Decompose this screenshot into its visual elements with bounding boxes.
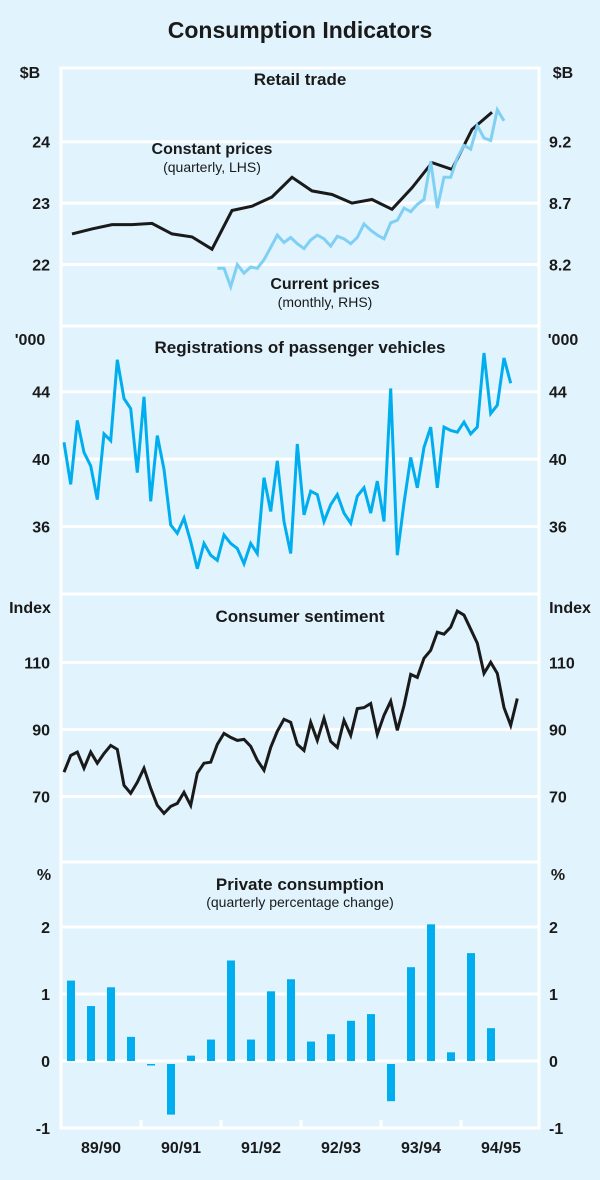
right-unit-consumption: % bbox=[551, 867, 565, 884]
left-tick-label: 22 bbox=[32, 258, 50, 275]
left-tick-label: 1 bbox=[41, 987, 50, 1004]
left-tick-label: -1 bbox=[36, 1121, 50, 1138]
bar bbox=[187, 1055, 195, 1061]
left-unit-registrations: '000 bbox=[15, 332, 46, 349]
right-tick-label: 0 bbox=[549, 1054, 558, 1071]
right-tick-label: 8.2 bbox=[549, 258, 571, 275]
x-axis: 89/90 90/91 91/92 92/93 93/94 94/95 bbox=[81, 1120, 521, 1157]
bar bbox=[407, 967, 415, 1061]
panel-retail-trade: Retail trade $B $B 24 23 22 9.2 8.7 8.2 Cons… bbox=[20, 65, 573, 310]
right-tick-label: 70 bbox=[549, 789, 567, 806]
bar bbox=[227, 960, 235, 1061]
constant-prices-line bbox=[71, 111, 493, 252]
right-ticks-registrations: 44 40 36 bbox=[549, 385, 567, 537]
bar bbox=[307, 1041, 315, 1061]
bar bbox=[487, 1028, 495, 1061]
panel-private-consumption: Private consumption (quarterly percentag… bbox=[36, 867, 565, 1138]
left-unit-retail: $B bbox=[20, 65, 40, 82]
panel-title-private-consumption: Private consumption bbox=[216, 875, 384, 894]
left-tick-label: 23 bbox=[32, 196, 50, 213]
registrations-line bbox=[62, 352, 513, 570]
right-unit-registrations: '000 bbox=[548, 332, 579, 349]
bars-consumption bbox=[67, 924, 495, 1115]
chart-title: Consumption Indicators bbox=[168, 17, 433, 43]
annotation-constant-prices-note: (quarterly, LHS) bbox=[163, 159, 261, 175]
left-tick-label: 24 bbox=[32, 135, 50, 152]
bar bbox=[207, 1039, 215, 1061]
left-ticks-consumption: 2 1 0 -1 bbox=[36, 920, 50, 1138]
current-prices-line bbox=[217, 105, 506, 292]
x-tick-label: 92/93 bbox=[321, 1140, 361, 1157]
right-tick-label: 44 bbox=[549, 385, 567, 402]
right-tick-label: 1 bbox=[549, 987, 558, 1004]
right-tick-label: 110 bbox=[549, 655, 575, 672]
left-ticks-sentiment: 110 90 70 bbox=[24, 655, 50, 806]
bar bbox=[427, 924, 435, 1061]
bar bbox=[167, 1063, 175, 1115]
left-unit-consumption: % bbox=[37, 867, 51, 884]
gridlines-sentiment bbox=[61, 660, 539, 798]
bar bbox=[467, 953, 475, 1061]
bar bbox=[347, 1020, 355, 1061]
bar bbox=[367, 1014, 375, 1061]
x-tick-label: 91/92 bbox=[241, 1140, 281, 1157]
left-ticks-retail: 24 23 22 bbox=[32, 135, 50, 275]
right-ticks-retail: 9.2 8.7 8.2 bbox=[549, 135, 571, 275]
panel-registrations: Registrations of passenger vehicles '000… bbox=[15, 332, 579, 570]
right-unit-sentiment: Index bbox=[549, 600, 591, 617]
panel-consumer-sentiment: Consumer sentiment Index Index 110 90 70 1… bbox=[9, 600, 591, 816]
x-tick-label: 93/94 bbox=[401, 1140, 441, 1157]
right-unit-retail: $B bbox=[553, 65, 573, 82]
panel-title-consumer-sentiment: Consumer sentiment bbox=[215, 607, 384, 626]
right-tick-label: 8.7 bbox=[549, 196, 571, 213]
bar bbox=[127, 1036, 135, 1061]
bar bbox=[387, 1063, 395, 1102]
annotation-constant-prices: Constant prices bbox=[152, 141, 273, 158]
bar bbox=[87, 1006, 95, 1061]
left-tick-label: 110 bbox=[24, 655, 50, 672]
right-tick-label: 40 bbox=[549, 452, 567, 469]
left-tick-label: 36 bbox=[32, 520, 50, 537]
right-tick-label: 36 bbox=[549, 520, 567, 537]
bar bbox=[147, 1063, 155, 1066]
bar bbox=[447, 1052, 455, 1061]
left-tick-label: 2 bbox=[41, 920, 50, 937]
left-tick-label: 44 bbox=[32, 385, 50, 402]
bar bbox=[107, 987, 115, 1061]
bar bbox=[67, 980, 75, 1061]
gridlines-retail bbox=[61, 140, 539, 267]
right-tick-label: -1 bbox=[549, 1121, 563, 1138]
series-sentiment bbox=[62, 608, 519, 816]
bar bbox=[247, 1039, 255, 1061]
bar bbox=[267, 991, 275, 1061]
gridlines-consumption bbox=[61, 925, 539, 1063]
bar bbox=[287, 979, 295, 1061]
x-tick-label: 90/91 bbox=[161, 1140, 201, 1157]
annotation-current-prices-note: (monthly, RHS) bbox=[278, 294, 373, 310]
panel-title-retail-trade: Retail trade bbox=[254, 70, 347, 89]
left-ticks-registrations: 44 40 36 bbox=[32, 385, 50, 537]
series-registrations bbox=[62, 352, 513, 570]
consumer-sentiment-line bbox=[62, 608, 519, 816]
right-ticks-sentiment: 110 90 70 bbox=[549, 655, 575, 806]
left-unit-sentiment: Index bbox=[9, 600, 51, 617]
panel-subtitle-private-consumption: (quarterly percentage change) bbox=[206, 894, 394, 910]
right-tick-label: 90 bbox=[549, 722, 567, 739]
x-tick-label: 89/90 bbox=[81, 1140, 121, 1157]
left-tick-label: 40 bbox=[32, 452, 50, 469]
right-ticks-consumption: 2 1 0 -1 bbox=[549, 920, 563, 1138]
left-tick-label: 0 bbox=[41, 1054, 50, 1071]
panel-title-registrations: Registrations of passenger vehicles bbox=[155, 338, 446, 357]
right-tick-label: 9.2 bbox=[549, 135, 571, 152]
left-tick-label: 70 bbox=[32, 789, 50, 806]
left-tick-label: 90 bbox=[32, 722, 50, 739]
series-retail bbox=[71, 105, 506, 292]
right-tick-label: 2 bbox=[549, 920, 558, 937]
x-tick-label: 94/95 bbox=[481, 1140, 521, 1157]
annotation-current-prices: Current prices bbox=[270, 276, 379, 293]
bar bbox=[327, 1034, 335, 1061]
